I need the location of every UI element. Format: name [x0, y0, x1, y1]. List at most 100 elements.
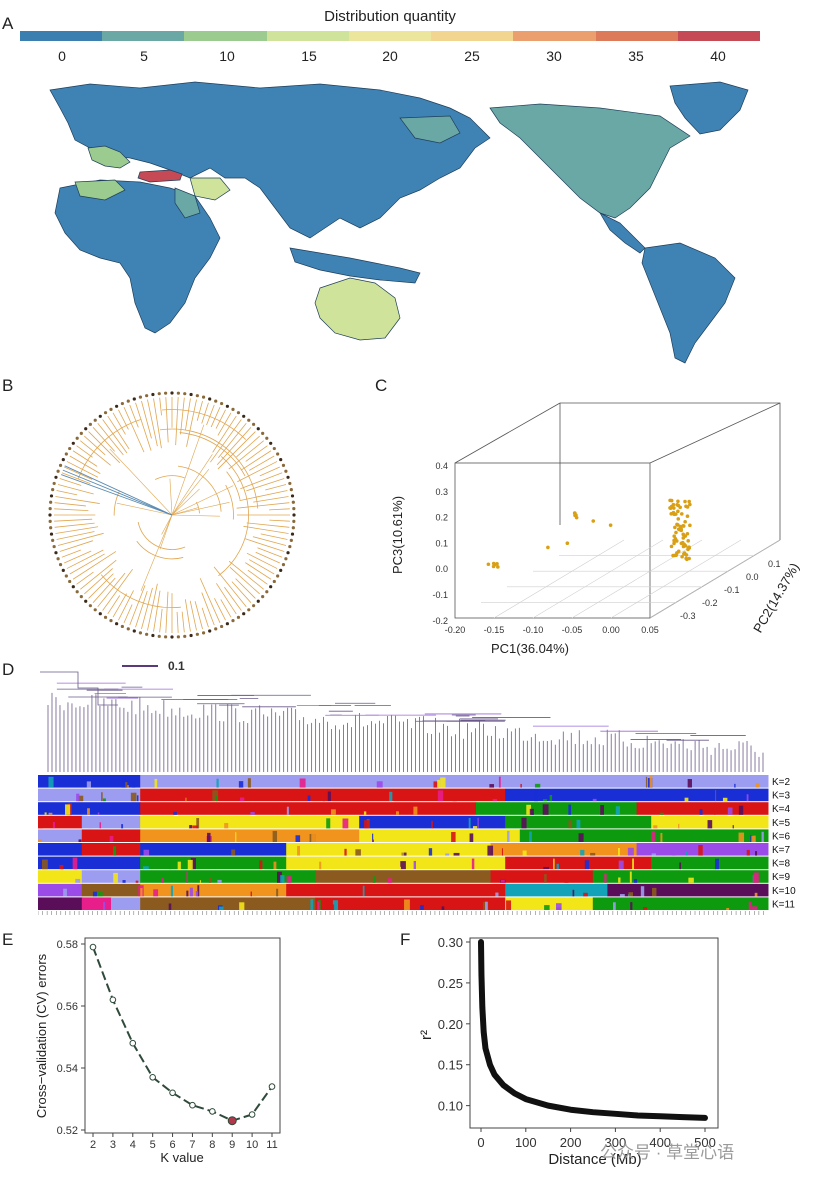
tree-tip-dot [292, 519, 296, 523]
admixture-stripe [99, 822, 102, 829]
pca-point [682, 552, 686, 556]
admixture-stripe [259, 860, 263, 870]
pca-ytick: -0.2 [432, 616, 448, 626]
admixture-stripe [544, 874, 547, 883]
admixture-stripe [272, 830, 278, 842]
pca-point [680, 554, 684, 559]
cv-xtick-label: 8 [209, 1139, 215, 1151]
middle-east-region [174, 187, 201, 219]
admixture-stripe [437, 779, 441, 788]
admixture-segment [140, 775, 769, 788]
ld-ytick-label: 0.25 [438, 976, 463, 991]
admixture-stripe [317, 901, 320, 910]
pca-3d-plot: -0.20 -0.15 -0.10 -0.05 0.00 0.05 0.4 0.3 0.2 0.1… [390, 402, 800, 656]
admixture-stripe [615, 806, 621, 815]
admixture-segment [38, 897, 83, 910]
pca-ztick: -0.3 [680, 611, 696, 621]
admixture-stripe [738, 832, 745, 842]
admixture-stripe [715, 790, 717, 802]
admixture-stripe [65, 804, 71, 815]
tree-tip-dot [93, 418, 97, 422]
pca-xtick: -0.20 [445, 625, 466, 635]
cv-point [248, 1111, 256, 1118]
admixture-stripe [207, 832, 211, 842]
admixture-row [38, 856, 769, 870]
tree-branches [40, 671, 764, 772]
admixture-stripe [239, 797, 245, 802]
pca-point [685, 505, 690, 509]
tree-tip-dot [183, 392, 187, 396]
admixture-stripe [472, 826, 478, 829]
sample-ticks [38, 911, 764, 915]
cv-ytick-label: 0.52 [57, 1125, 78, 1137]
tree-tip-dot [195, 632, 199, 636]
admixture-stripe [685, 851, 688, 856]
admixture-segment [81, 870, 141, 883]
admixture-stripe [645, 776, 648, 788]
admixture-stripe [542, 804, 549, 815]
admixture-stripe [529, 808, 534, 815]
admixture-stripe [477, 817, 479, 829]
admixture-stripe [452, 790, 457, 802]
color-bin [595, 31, 678, 41]
pca-point [681, 524, 686, 528]
pca-point [486, 562, 491, 567]
admixture-stripe [362, 885, 365, 897]
admixture-stripe [521, 817, 527, 829]
tree-tip-dot [151, 633, 155, 638]
ld-ytick-label: 0.15 [438, 1058, 463, 1073]
admixture-stripe [487, 845, 494, 856]
tree-tip-dot [290, 532, 295, 536]
admixture-segment [38, 788, 141, 802]
tree-tip-dot [88, 604, 92, 608]
pca-xtick: 0.00 [602, 625, 620, 635]
admixture-stripe [161, 878, 164, 883]
admixture-row [38, 870, 769, 883]
admixture-stripe [714, 804, 716, 815]
pca-point [491, 561, 496, 566]
admixture-segment [140, 897, 316, 910]
tree-tip-dot [56, 557, 60, 561]
tree-tip-dot [68, 446, 72, 451]
pca-ytick: 0.0 [435, 564, 448, 574]
cv-point [209, 1108, 216, 1115]
admixture-stripe [678, 823, 680, 829]
admixture-stripe [87, 808, 90, 815]
tree-tip-dot [269, 585, 273, 589]
admixture-segment [490, 870, 594, 883]
admixture-stripe [618, 877, 621, 883]
admixture-stripe [153, 836, 158, 842]
color-bin [266, 31, 349, 41]
admixture-stripe [651, 830, 655, 842]
cv-ytick-label: 0.58 [57, 939, 78, 951]
admixture-stripe [761, 831, 764, 842]
admixture-stripe [671, 852, 676, 856]
admixture-segment [81, 843, 141, 856]
tree-tip-dot [64, 574, 68, 578]
cv-series-line [92, 946, 273, 1122]
cv-point [189, 1101, 196, 1109]
tree-tip-dot [51, 538, 55, 542]
admixture-segment [81, 815, 141, 829]
pca-point [496, 565, 500, 569]
tree-tip-dot [208, 397, 212, 401]
admixture-segment [315, 897, 506, 910]
tree-tip-dot [201, 631, 206, 635]
iran-region [189, 177, 231, 201]
tree-tip-dot [195, 394, 199, 398]
admixture-stripe [555, 903, 562, 910]
tree-tip-dot [288, 544, 292, 549]
admixture-stripe [629, 871, 632, 883]
tree-tip-dot [145, 632, 149, 636]
admixture-stripe [197, 885, 200, 897]
admixture-stripe [372, 839, 374, 842]
pca-xtick: -0.05 [562, 625, 583, 635]
cv-point [149, 1074, 156, 1081]
admixture-stripe [590, 852, 596, 856]
k-label: K=6 [772, 831, 791, 842]
admixture-stripe [199, 880, 201, 883]
panel-label-e: E [2, 930, 14, 949]
admixture-stripe [752, 874, 755, 883]
ld-xtick-label: 500 [694, 1135, 716, 1150]
pca-point [681, 532, 686, 537]
